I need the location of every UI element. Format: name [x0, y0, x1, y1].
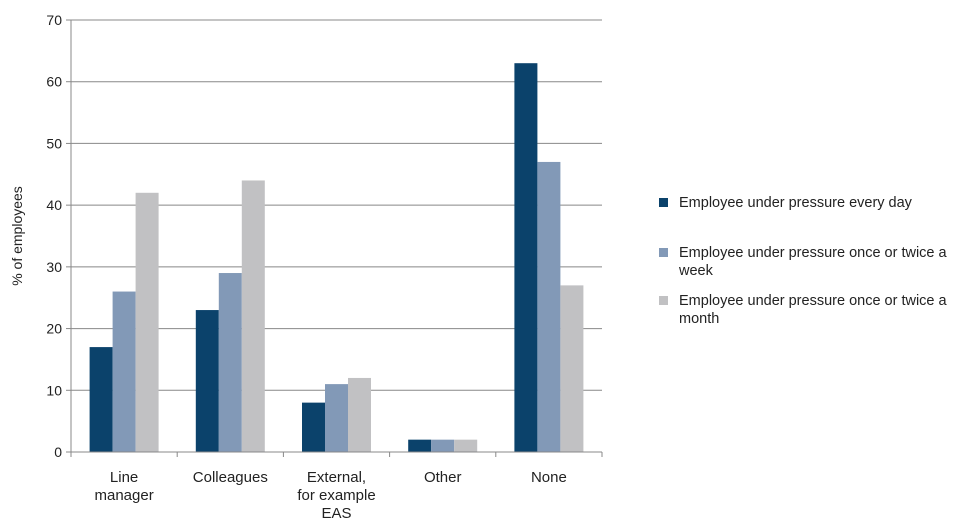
bar [135, 192, 159, 453]
y-tick-label: 10 [46, 382, 62, 398]
legend-label-every-day: Employee under pressure every day [679, 195, 912, 211]
bar [408, 439, 432, 452]
x-category-label-line: Colleagues [193, 469, 268, 486]
x-category-label-line: None [531, 469, 567, 486]
legend: Employee under pressure every day Employ… [655, 194, 955, 328]
bar [560, 285, 584, 452]
y-tick-label: 0 [54, 444, 62, 460]
legend-swatch-once-twice-week [659, 248, 668, 257]
x-category-label: None [531, 469, 567, 486]
bar [431, 439, 455, 452]
bar [218, 273, 242, 452]
x-category-label: Other [424, 469, 462, 486]
axes [70, 20, 603, 457]
legend-swatch-once-twice-month [659, 296, 668, 305]
legend-label-once-twice-week: Employee under pressure once or twice a … [679, 245, 947, 279]
legend-item-every-day: Employee under pressure every day [655, 194, 962, 212]
bar [89, 347, 113, 452]
x-category-label-line: External, [307, 469, 366, 486]
bar [514, 63, 538, 452]
bar [241, 180, 265, 452]
gridlines [66, 19, 602, 453]
y-tick-label: 40 [46, 197, 62, 213]
bar [112, 291, 136, 452]
y-tick-label: 20 [46, 321, 62, 337]
bar [454, 439, 478, 452]
legend-item-once-twice-week: Employee under pressure once or twice a … [655, 244, 949, 280]
x-category-label-line: Other [424, 469, 462, 486]
legend-item-once-twice-month: Employee under pressure once or twice a … [655, 292, 949, 328]
bar [195, 310, 219, 452]
y-tick-label: 70 [46, 12, 62, 28]
x-category-label: Line manager [94, 469, 153, 504]
bar [302, 402, 325, 452]
x-category-label: External, for example EAS [297, 469, 375, 522]
x-category-labels: Line manager Colleagues External, for exampl… [94, 469, 566, 522]
bars [89, 63, 584, 453]
legend-swatch-every-day [659, 198, 668, 207]
bar [348, 377, 371, 452]
y-tick-label: 30 [46, 259, 62, 275]
x-category-label: Colleagues [193, 469, 268, 486]
x-category-label-line: for example [297, 487, 375, 504]
x-category-label-line: EAS [321, 505, 351, 522]
y-tick-label: 60 [46, 74, 62, 90]
bar [325, 384, 348, 452]
legend-label-once-twice-month: Employee under pressure once or twice a … [679, 293, 947, 327]
bar [537, 161, 561, 452]
x-category-label-line: Line [110, 469, 138, 486]
x-category-label-line: manager [94, 487, 153, 504]
y-axis-title: % of employees [9, 186, 25, 286]
y-tick-labels: 0 10 20 30 40 50 60 70 [46, 12, 62, 460]
y-tick-label: 50 [46, 135, 62, 151]
